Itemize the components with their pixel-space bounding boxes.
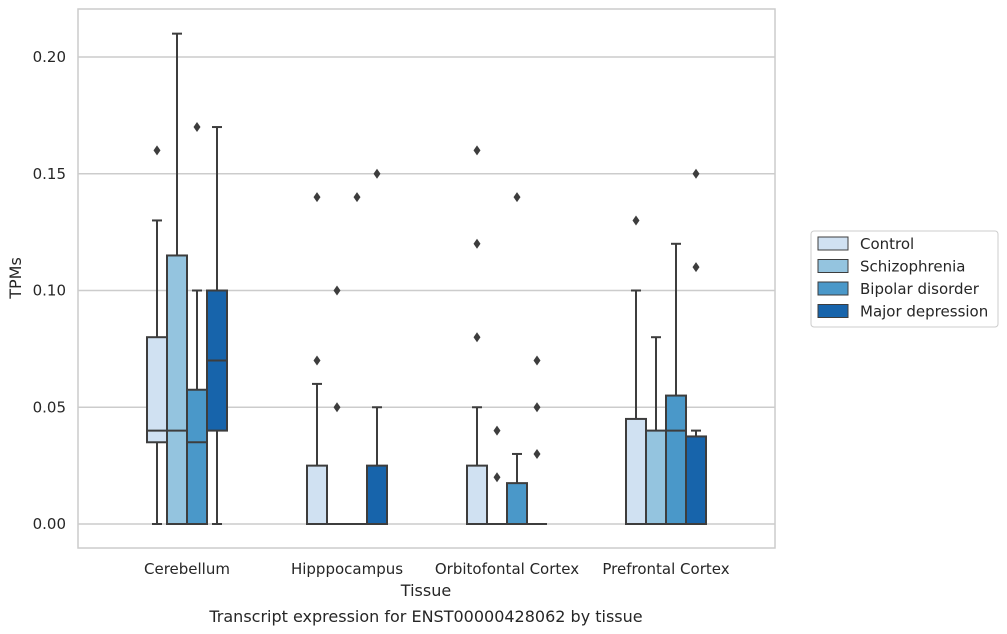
outlier-point xyxy=(313,355,321,366)
box-schizophrenia xyxy=(487,425,507,525)
x-tick-label: Prefrontal Cortex xyxy=(602,560,729,578)
y-tick-label: 0.00 xyxy=(33,515,66,533)
box-schizophrenia xyxy=(645,336,667,526)
box-control xyxy=(146,145,168,525)
outlier-point xyxy=(533,355,541,366)
outlier-point xyxy=(373,168,381,179)
outlier-point xyxy=(353,192,361,203)
outlier-point xyxy=(493,425,501,436)
box-body xyxy=(186,388,208,525)
box-body xyxy=(146,336,168,444)
box-control xyxy=(625,215,647,525)
chart-caption: Transcript expression for ENST0000042806… xyxy=(208,607,642,626)
box-body xyxy=(685,435,707,525)
legend-label: Control xyxy=(860,235,914,253)
box-body xyxy=(625,417,647,525)
legend-item: Schizophrenia xyxy=(817,258,965,276)
legend: Control Schizophrenia Bipolar disorder Majo… xyxy=(810,230,999,328)
box-major-depression xyxy=(206,126,228,525)
outlier-point xyxy=(533,448,541,459)
outlier-point xyxy=(473,332,481,343)
box-body xyxy=(466,464,488,525)
legend-frame xyxy=(810,230,999,328)
box-control xyxy=(466,145,488,525)
legend-swatch xyxy=(817,304,849,318)
outlier-point xyxy=(473,238,481,249)
box-bipolar-disorder xyxy=(186,122,208,525)
box-body xyxy=(366,464,388,525)
legend-label: Major depression xyxy=(860,303,988,321)
outlier-point xyxy=(333,285,341,296)
outlier-point xyxy=(513,192,521,203)
box-bipolar-disorder xyxy=(665,242,687,526)
box-body xyxy=(665,394,687,526)
plot-frame xyxy=(77,8,776,549)
x-axis-title: Tissue xyxy=(400,581,451,600)
box-schizophrenia xyxy=(166,32,188,525)
legend-label: Bipolar disorder xyxy=(860,280,980,298)
outlier-point xyxy=(533,402,541,413)
outlier-point xyxy=(692,262,700,273)
legend-item: Major depression xyxy=(817,303,988,321)
x-tick-label: Cerebellum xyxy=(144,560,230,578)
x-tick-label: Orbitofontal Cortex xyxy=(435,560,579,578)
y-tick-label: 0.05 xyxy=(33,398,66,416)
legend-item: Control xyxy=(817,235,914,253)
outlier-point xyxy=(193,122,201,133)
box-body xyxy=(306,464,328,525)
box-schizophrenia xyxy=(327,285,347,525)
y-tick-label: 0.15 xyxy=(33,165,66,183)
outlier-point xyxy=(313,192,321,203)
legend-label: Schizophrenia xyxy=(860,258,965,276)
outlier-point xyxy=(692,168,700,179)
box-major-depression xyxy=(527,355,547,525)
box-control xyxy=(306,192,328,525)
outlier-point xyxy=(153,145,161,156)
box-body xyxy=(506,482,528,526)
y-tick-labels: 0.00 0.05 0.10 0.15 0.20 xyxy=(33,48,66,533)
y-axis-title: TPMs xyxy=(6,257,25,300)
y-tick-label: 0.10 xyxy=(33,282,66,300)
outlier-point xyxy=(473,145,481,156)
box-major-depression xyxy=(366,168,388,525)
box-body xyxy=(645,429,667,526)
x-tick-labels: Cerebellum Hipppocampus Orbitofontal Corte… xyxy=(144,560,730,578)
y-tick-label: 0.20 xyxy=(33,48,66,66)
box-bipolar-disorder xyxy=(347,192,367,525)
legend-swatch xyxy=(817,236,849,251)
box-groups xyxy=(146,32,707,526)
legend-swatch xyxy=(817,281,849,296)
outlier-point xyxy=(632,215,640,226)
legend-item: Bipolar disorder xyxy=(817,280,980,298)
box-bipolar-disorder xyxy=(506,192,528,526)
legend-swatch xyxy=(817,259,849,273)
box-body xyxy=(166,254,188,525)
outlier-point xyxy=(493,472,501,483)
outlier-point xyxy=(333,402,341,413)
x-tick-label: Hipppocampus xyxy=(291,560,403,578)
box-major-depression xyxy=(685,168,707,525)
